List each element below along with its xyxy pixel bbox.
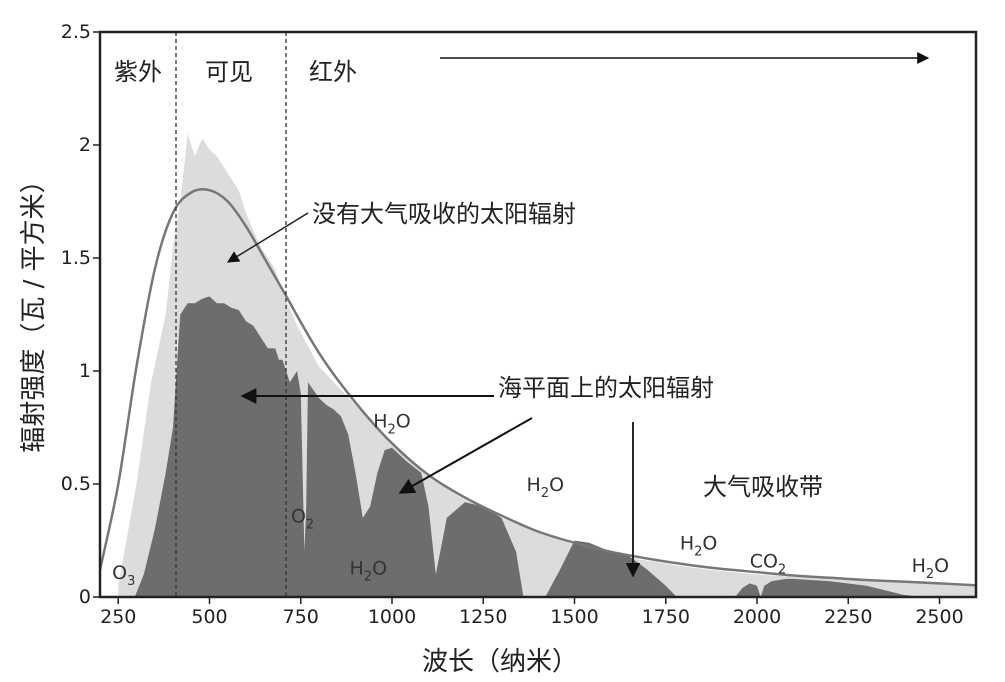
no-absorption-curve	[100, 188, 976, 587]
x-tick-label: 750	[283, 606, 319, 628]
x-tick-label: 1000	[368, 606, 416, 628]
region-label-uv: 紫外	[114, 58, 162, 86]
region-label-infrared: 红外	[309, 58, 357, 86]
x-tick-label: 250	[100, 606, 136, 628]
y-tick-label: 2	[79, 134, 91, 156]
region-label-visible: 可见	[205, 58, 253, 86]
molecule-label: O3	[112, 562, 135, 589]
sea-level-fill	[134, 296, 922, 597]
y-axis-ticks: 0 0.5 1 1.5 2 2.5	[61, 21, 100, 608]
molecule-label: H2O	[350, 557, 388, 584]
x-tick-label: 1500	[550, 606, 598, 628]
y-tick-label: 1	[79, 360, 91, 382]
molecule-label: H2O	[373, 411, 411, 438]
x-tick-label: 1750	[642, 606, 690, 628]
molecule-label: CO2	[750, 551, 787, 578]
outside-atmosphere-label: 没有大气吸收的太阳辐射	[312, 200, 576, 228]
molecule-label: H2O	[527, 474, 565, 501]
y-tick-label: 0.5	[61, 473, 91, 495]
y-tick-label: 1.5	[61, 247, 91, 269]
x-tick-label: 1250	[459, 606, 507, 628]
molecule-label: O2	[291, 505, 314, 532]
outside-atmosphere-arrow	[226, 212, 309, 263]
x-tick-label: 2250	[824, 606, 872, 628]
x-tick-label: 2000	[733, 606, 781, 628]
y-axis-title: 辐射强度（瓦 / 平方米）	[19, 167, 49, 452]
y-tick-label: 0	[79, 586, 91, 608]
sea-level-label: 海平面上的太阳辐射	[498, 374, 714, 402]
plot-frame	[98, 30, 978, 599]
molecule-label: H2O	[680, 533, 718, 560]
absorption-band-label: 大气吸收带	[703, 473, 823, 501]
x-tick-label: 2500	[915, 606, 963, 628]
molecule-label: H2O	[912, 555, 950, 582]
molecule-labels: O3 O2 H2O H2O H2O H2O CO2 H2O	[112, 411, 949, 589]
y-tick-label: 2.5	[61, 21, 91, 43]
x-tick-label: 500	[191, 606, 227, 628]
sea-level-arrow-down-left	[398, 417, 533, 494]
x-axis-ticks: 250 500 750 1000 1250 1500 1750 2000 2250 2500	[100, 597, 964, 628]
x-axis-title: 波长（纳米）	[422, 647, 578, 677]
